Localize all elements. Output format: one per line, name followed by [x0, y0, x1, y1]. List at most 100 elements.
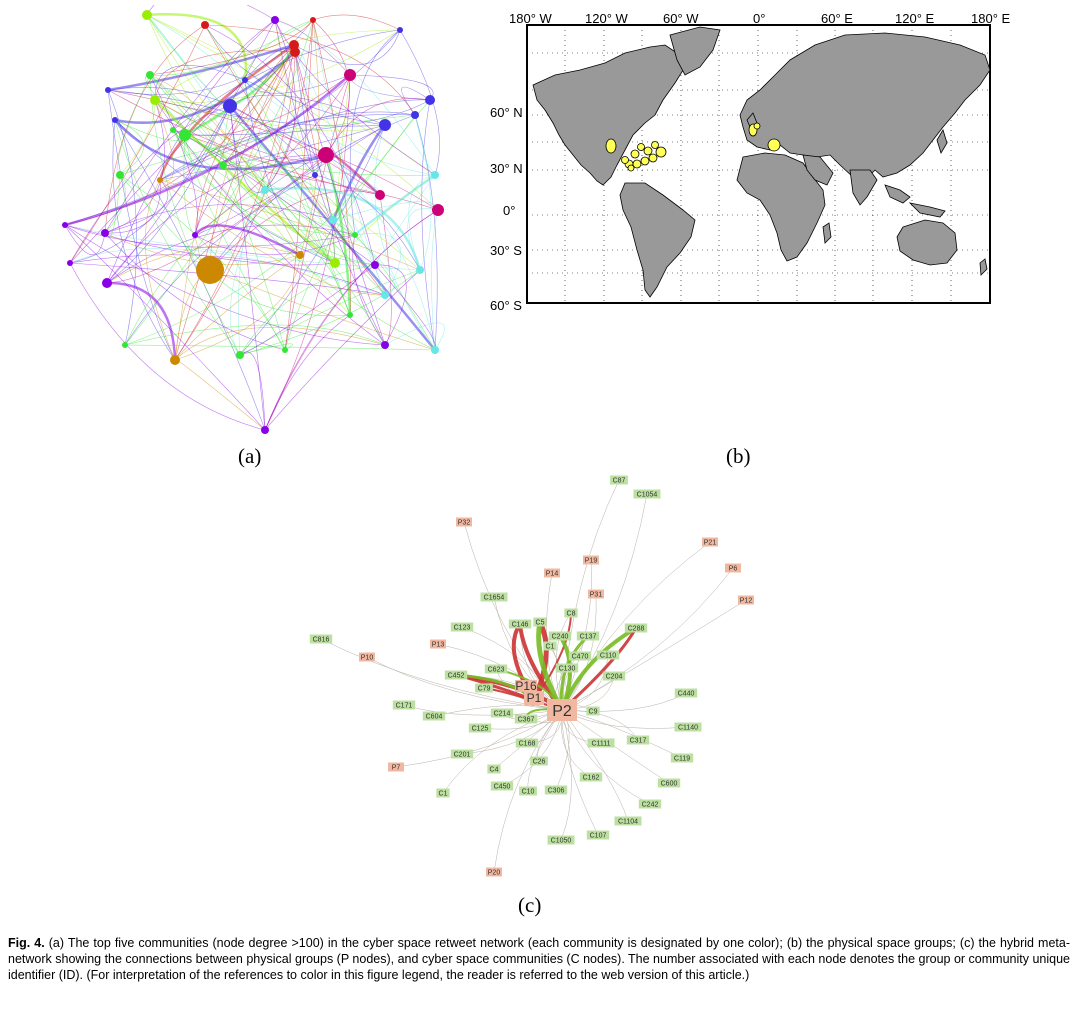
- hub-node-p2-box: [547, 699, 577, 721]
- community-network-figure: [55, 0, 475, 435]
- c-node: C306: [548, 788, 565, 795]
- community-node: [236, 351, 244, 359]
- c-node: C79: [478, 686, 491, 693]
- c-node-box: [610, 475, 628, 485]
- community-node: [347, 312, 353, 318]
- c-node: C1111: [591, 741, 610, 748]
- c-node: C87: [613, 478, 626, 485]
- p-node-box: [583, 555, 599, 565]
- c-node: C146: [512, 622, 529, 629]
- meta-edges: [320, 479, 747, 873]
- c-node-box: [548, 631, 572, 641]
- tick-30n: 30° N: [490, 161, 523, 176]
- c-node: C240: [552, 634, 569, 641]
- community-node: [379, 119, 391, 131]
- p-node-box: [456, 517, 472, 527]
- c-node-box: [555, 663, 579, 673]
- c-node: C1: [439, 791, 448, 798]
- community-node: [371, 261, 379, 269]
- community-node: [432, 204, 444, 216]
- p-node: P14: [546, 571, 559, 578]
- physical-space-groups: [605, 122, 781, 172]
- c-node: C1104: [618, 819, 638, 826]
- c-node-box: [490, 708, 514, 718]
- c-node-box: [422, 711, 446, 721]
- c-node-box: [450, 749, 474, 759]
- p-node: P20: [488, 870, 501, 877]
- community-node: [142, 10, 152, 20]
- c-node-box: [392, 700, 416, 710]
- p-node-box: [702, 537, 718, 547]
- c-node: C600: [661, 781, 678, 788]
- map-top-axis: 180° W 120° W 60° W 0° 60° E 120° E 180°…: [509, 11, 1011, 26]
- community-edges: [64, 0, 445, 431]
- p-node: P19: [585, 558, 598, 565]
- meta-nodes: P32 P19 P14 P31 P21 P6 P12 P13 P10 P7 P20 C87 C1054 C…: [309, 475, 754, 877]
- c-node-box: [487, 764, 501, 774]
- c-node-box: [444, 670, 468, 680]
- tick-180e: 180° E: [971, 11, 1011, 26]
- c-node-box: [586, 706, 600, 716]
- p-node-box: [388, 762, 404, 772]
- p-node: P32: [458, 520, 471, 527]
- c-node-box: [468, 723, 492, 733]
- c-node-box: [579, 772, 603, 782]
- community-node: [431, 171, 439, 179]
- tick-60e: 60° E: [821, 11, 853, 26]
- community-node: [381, 291, 389, 299]
- community-node: [397, 27, 403, 33]
- community-node: [219, 161, 227, 169]
- p-node-box: [486, 867, 502, 877]
- community-node: [352, 232, 358, 238]
- c-node-box: [674, 688, 698, 698]
- c-node-box: [484, 664, 508, 674]
- c-node: C1050: [551, 838, 572, 845]
- p-node-box: [738, 595, 754, 605]
- c-node: C288: [628, 626, 645, 633]
- community-node: [223, 99, 237, 113]
- community-nodes: [62, 10, 444, 434]
- community-node: [416, 266, 424, 274]
- c-node: C125: [472, 726, 489, 733]
- c-node-box: [543, 641, 557, 651]
- c-node: C10: [522, 789, 535, 796]
- community-node: [150, 95, 160, 105]
- p-node: P21: [704, 540, 717, 547]
- p-node-box: [725, 563, 741, 573]
- community-node: [242, 77, 248, 83]
- c-node-box: [576, 631, 600, 641]
- c-node-box: [514, 714, 538, 724]
- c-node: C8: [567, 611, 576, 618]
- figure-caption: Fig. 4. (a) The top five communities (no…: [8, 935, 1070, 983]
- community-node: [62, 222, 68, 228]
- c-node: C201: [454, 752, 471, 759]
- community-node: [192, 232, 198, 238]
- c-node: C470: [572, 654, 589, 661]
- c-node-box: [614, 816, 642, 826]
- c-node: C5: [536, 620, 545, 627]
- c-node-box: [450, 622, 474, 632]
- c-node-box: [638, 799, 662, 809]
- community-node: [157, 177, 163, 183]
- c-node: C204: [606, 674, 623, 681]
- hub-node-p16: P16: [515, 679, 537, 693]
- c-node: C440: [678, 691, 695, 698]
- c-node: C214: [494, 711, 511, 718]
- c-node: C1654: [484, 595, 505, 602]
- tick-120e: 120° E: [895, 11, 935, 26]
- c-node-box: [633, 489, 661, 499]
- p-node: P13: [432, 642, 445, 649]
- c-node: C107: [590, 833, 607, 840]
- community-node: [101, 229, 109, 237]
- p-node: P12: [740, 598, 753, 605]
- community-node: [296, 251, 304, 259]
- community-node: [196, 256, 224, 284]
- p-node-box: [544, 568, 560, 578]
- c-node: C171: [396, 703, 413, 710]
- c-node-box: [624, 623, 648, 633]
- tick-0: 0°: [753, 11, 765, 26]
- c-node: C1140: [678, 725, 698, 732]
- c-node: C367: [518, 717, 535, 724]
- c-node-box: [480, 592, 508, 602]
- tick-30s: 30° S: [490, 243, 522, 258]
